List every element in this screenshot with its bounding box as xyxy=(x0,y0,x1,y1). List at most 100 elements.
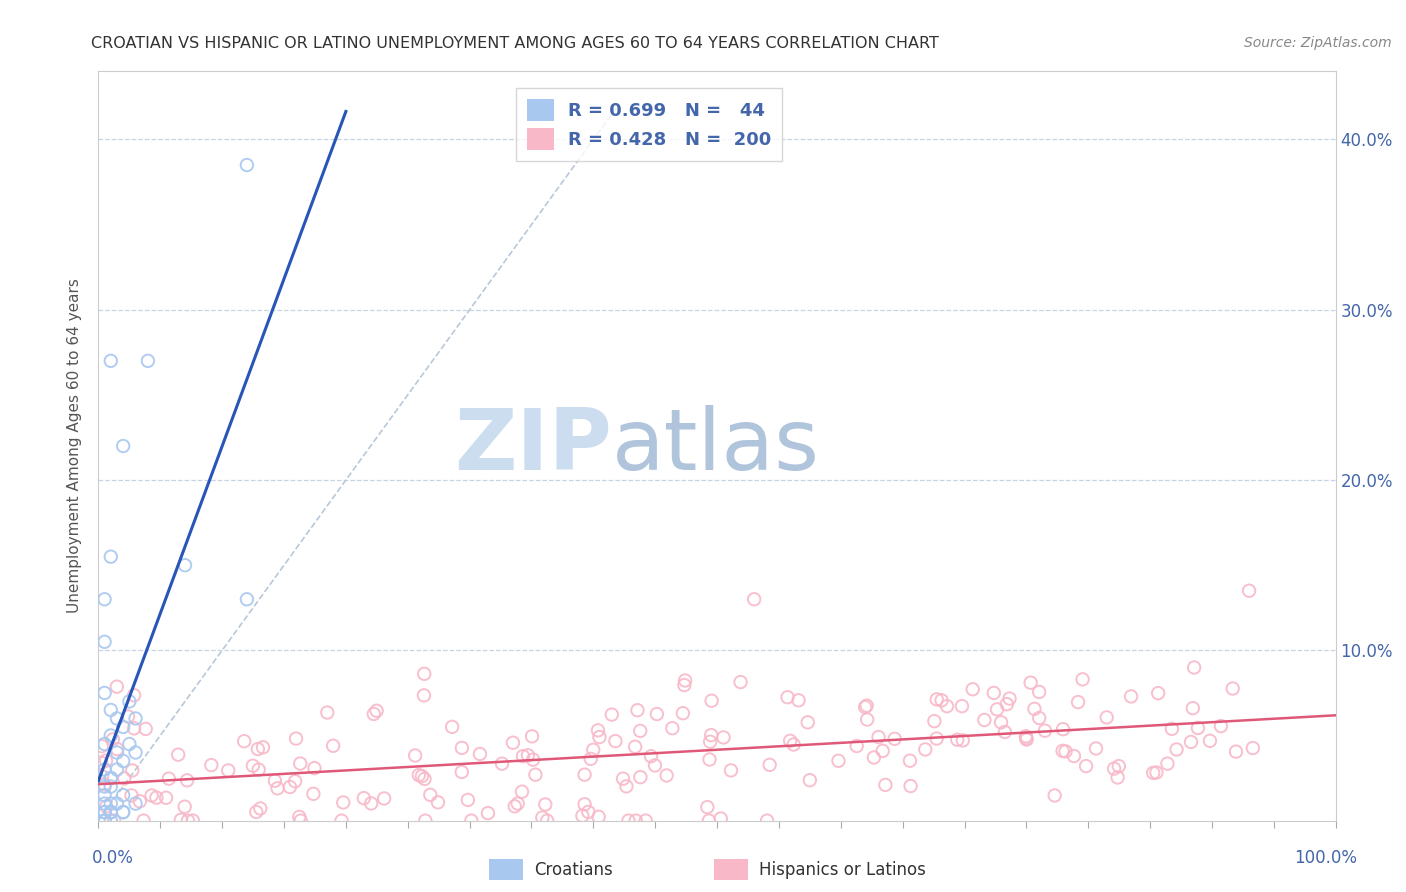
Point xyxy=(363,706,385,721)
Point xyxy=(845,739,868,753)
Point xyxy=(360,797,382,811)
Point xyxy=(413,689,436,703)
Point xyxy=(112,754,135,768)
Point xyxy=(408,768,430,782)
Point xyxy=(576,805,599,819)
Point xyxy=(112,805,135,819)
Point xyxy=(135,722,157,736)
Point xyxy=(986,702,1008,716)
Point xyxy=(617,814,640,828)
Point xyxy=(413,814,436,828)
Point xyxy=(246,742,269,756)
Point xyxy=(730,675,752,690)
Point xyxy=(353,791,375,805)
Point xyxy=(100,805,122,819)
Point xyxy=(571,809,593,823)
Point xyxy=(924,714,946,728)
Point xyxy=(460,814,482,828)
Point xyxy=(93,780,115,794)
Point xyxy=(103,814,125,828)
Point xyxy=(925,731,948,746)
Text: atlas: atlas xyxy=(612,404,820,488)
Point xyxy=(170,813,193,827)
Point xyxy=(868,730,890,744)
Point xyxy=(1161,722,1184,736)
Point xyxy=(1024,702,1046,716)
Point xyxy=(931,693,953,707)
Point xyxy=(413,772,436,786)
Point xyxy=(1199,733,1222,747)
Point xyxy=(426,795,449,809)
Point xyxy=(1107,771,1129,785)
Point xyxy=(247,763,270,777)
Point xyxy=(1019,675,1042,690)
Point xyxy=(1033,723,1056,738)
Point xyxy=(574,767,596,781)
Point xyxy=(128,794,150,808)
Text: 0.0%: 0.0% xyxy=(91,849,134,867)
Point xyxy=(1054,744,1077,758)
Point xyxy=(404,748,426,763)
Point xyxy=(645,706,668,721)
Point xyxy=(118,694,141,708)
Point xyxy=(132,814,155,828)
Point xyxy=(628,723,651,738)
Point xyxy=(105,680,128,694)
Point xyxy=(1085,741,1108,756)
Point xyxy=(1209,719,1232,733)
Point xyxy=(96,799,118,814)
Point xyxy=(90,756,112,770)
Point xyxy=(316,706,339,720)
Point xyxy=(875,778,897,792)
Point xyxy=(330,814,353,828)
Point xyxy=(93,814,115,828)
Text: CROATIAN VS HISPANIC OR LATINO UNEMPLOYMENT AMONG AGES 60 TO 64 YEARS CORRELATIO: CROATIAN VS HISPANIC OR LATINO UNEMPLOYM… xyxy=(91,36,939,51)
Point xyxy=(122,722,145,736)
Point xyxy=(950,699,973,714)
Point xyxy=(100,805,122,819)
Point xyxy=(122,688,145,702)
Point xyxy=(1015,729,1038,743)
Point xyxy=(249,801,271,815)
Point xyxy=(105,763,128,777)
Point xyxy=(366,704,388,718)
Point xyxy=(90,739,112,754)
Point xyxy=(266,781,288,796)
Point xyxy=(302,787,325,801)
Point xyxy=(141,789,163,803)
Point xyxy=(155,790,177,805)
Point xyxy=(1181,701,1204,715)
Point xyxy=(177,814,200,828)
Point xyxy=(94,754,117,768)
Point xyxy=(1015,731,1038,746)
Point xyxy=(1147,686,1170,700)
Point xyxy=(100,771,122,785)
Point xyxy=(112,772,135,786)
Point xyxy=(1119,690,1142,704)
Point xyxy=(112,720,135,734)
Point xyxy=(673,678,696,692)
Point xyxy=(1222,681,1244,696)
Point xyxy=(181,814,204,828)
Point xyxy=(124,711,146,725)
Point xyxy=(411,769,433,783)
Point xyxy=(782,738,804,752)
Point xyxy=(925,692,948,706)
Point xyxy=(332,796,354,810)
Point xyxy=(263,773,285,788)
Point xyxy=(522,753,544,767)
Point xyxy=(245,805,267,819)
Point xyxy=(217,764,239,778)
Point xyxy=(510,785,533,799)
Y-axis label: Unemployment Among Ages 60 to 64 years: Unemployment Among Ages 60 to 64 years xyxy=(67,278,83,614)
Point xyxy=(1015,732,1038,747)
Point xyxy=(713,731,735,745)
Point xyxy=(1067,695,1090,709)
Point xyxy=(451,740,474,755)
Point xyxy=(624,739,647,754)
Text: Hispanics or Latinos: Hispanics or Latinos xyxy=(759,861,927,879)
Point xyxy=(100,729,122,743)
Point xyxy=(710,812,733,826)
Point xyxy=(536,814,558,828)
Point xyxy=(121,764,143,778)
